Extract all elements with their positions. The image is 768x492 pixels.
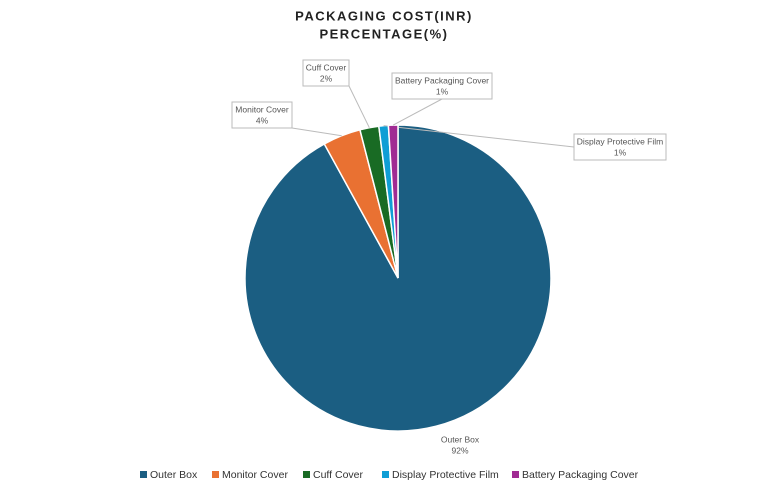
legend-swatch (212, 471, 219, 478)
data-label: 1% (614, 147, 627, 157)
legend-swatch (512, 471, 519, 478)
legend-swatch (382, 471, 389, 478)
legend-label: Battery Packaging Cover (522, 469, 639, 481)
data-label: 2% (320, 73, 333, 83)
label-box (302, 59, 350, 87)
data-label: 4% (256, 115, 269, 125)
data-label-name: Display Protective Film (577, 136, 663, 146)
leader-line (392, 98, 443, 126)
data-label-name: Cuff Cover (306, 62, 347, 72)
chart-title: PERCENTAGE(%) (319, 26, 448, 41)
leader-line (291, 127, 342, 137)
legend-label: Monitor Cover (222, 469, 288, 481)
data-label: 92% (451, 445, 468, 455)
legend-swatch (303, 471, 310, 478)
data-label-name: Monitor Cover (235, 104, 289, 114)
label-box (231, 101, 293, 129)
legend-swatch (140, 471, 147, 478)
data-label-name: Outer Box (441, 434, 480, 444)
data-label-name: Battery Packaging Cover (395, 75, 489, 85)
label-box (391, 72, 493, 100)
chart-title: PACKAGING COST(INR) (295, 8, 473, 23)
pie-slice (387, 124, 399, 279)
data-label: 1% (436, 86, 449, 96)
legend-label: Cuff Cover (313, 469, 363, 481)
label-box (573, 133, 667, 161)
leader-line (383, 125, 575, 148)
legend-label: Display Protective Film (392, 469, 499, 481)
legend-label: Outer Box (150, 469, 198, 481)
leader-line (348, 85, 370, 128)
